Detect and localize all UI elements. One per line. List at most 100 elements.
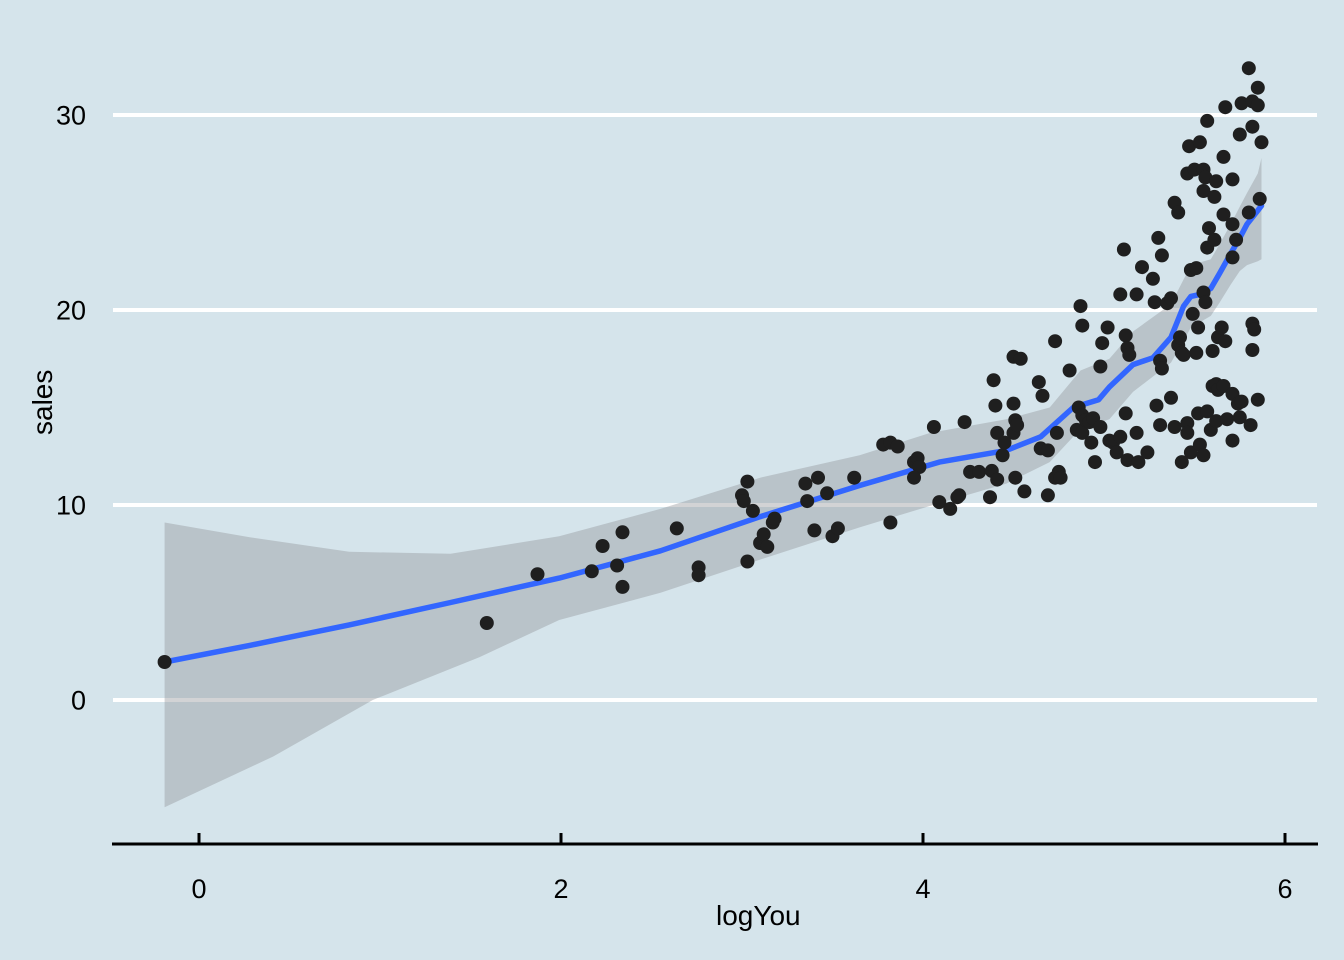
data-point <box>1191 320 1206 335</box>
data-point <box>610 558 625 573</box>
data-point <box>1113 287 1128 302</box>
data-point <box>1234 394 1249 409</box>
data-point <box>1198 295 1213 310</box>
data-point <box>1040 488 1055 503</box>
data-point <box>1167 420 1182 434</box>
data-point <box>983 490 997 505</box>
data-point <box>1225 250 1240 265</box>
y-tick-label-10: 10 <box>56 491 86 521</box>
data-point <box>1209 414 1224 429</box>
data-point <box>1164 390 1178 405</box>
data-point <box>1053 470 1068 485</box>
data-point <box>1088 455 1102 470</box>
data-point <box>1010 418 1025 433</box>
data-point <box>1135 260 1149 275</box>
data-point <box>1013 351 1028 366</box>
data-point <box>1216 379 1231 393</box>
data-point <box>530 567 545 582</box>
data-point <box>1073 299 1088 314</box>
data-point <box>1075 425 1090 440</box>
data-point <box>1131 455 1146 470</box>
data-point <box>1040 443 1055 458</box>
data-point <box>1200 113 1215 128</box>
data-point <box>1017 484 1032 499</box>
x-tick-label-2: 2 <box>553 874 568 904</box>
data-point <box>584 564 599 579</box>
data-point <box>1216 207 1231 222</box>
data-point <box>1247 322 1262 337</box>
data-point <box>1243 418 1258 433</box>
data-point <box>1218 100 1233 115</box>
data-point <box>811 470 825 485</box>
data-point <box>1229 232 1244 247</box>
data-point <box>1122 347 1137 362</box>
data-point <box>1006 396 1021 411</box>
data-point <box>1151 230 1166 245</box>
data-point <box>1075 318 1090 333</box>
data-point <box>1062 363 1077 378</box>
data-point <box>807 523 822 538</box>
data-point <box>986 373 1001 388</box>
data-point <box>1232 127 1247 142</box>
data-point <box>847 470 862 485</box>
data-point <box>1185 306 1200 321</box>
y-tick-label-30: 30 <box>56 101 86 131</box>
data-point <box>883 515 898 530</box>
data-point <box>997 435 1012 450</box>
data-point <box>1149 398 1164 413</box>
data-point <box>1220 412 1235 427</box>
data-point <box>1180 416 1195 431</box>
data-point <box>830 521 845 536</box>
data-point <box>1154 248 1169 263</box>
data-point <box>995 448 1010 463</box>
data-point <box>1180 425 1195 440</box>
data-point <box>1084 435 1099 450</box>
data-point <box>912 460 927 474</box>
data-point <box>1192 437 1207 452</box>
data-point <box>745 503 760 518</box>
data-point <box>1245 343 1260 357</box>
data-point <box>1109 445 1124 460</box>
data-point <box>1049 425 1064 440</box>
data-point <box>988 398 1003 413</box>
data-point <box>1100 320 1115 335</box>
data-point <box>756 527 771 542</box>
data-point <box>1232 410 1247 425</box>
data-point <box>1207 232 1222 247</box>
data-point <box>479 616 494 630</box>
data-point <box>1116 242 1131 257</box>
data-point <box>943 501 958 516</box>
data-point <box>926 420 941 434</box>
data-point <box>1120 453 1135 468</box>
data-point <box>1095 336 1110 351</box>
data-point <box>1216 149 1231 164</box>
data-point <box>1118 406 1133 421</box>
x-tick-label-6: 6 <box>1277 874 1292 904</box>
data-point <box>1093 420 1108 434</box>
data-point <box>1196 184 1211 198</box>
data-point <box>1214 320 1229 335</box>
data-point <box>1252 191 1267 206</box>
data-point <box>1008 470 1023 485</box>
data-point <box>957 415 972 430</box>
data-point <box>1171 205 1186 220</box>
y-tick-label-20: 20 <box>56 296 86 326</box>
data-point <box>890 439 905 454</box>
data-point <box>990 472 1005 487</box>
data-point <box>740 554 755 569</box>
data-point <box>1250 392 1265 407</box>
data-point <box>800 494 815 509</box>
data-point <box>798 476 813 491</box>
data-point <box>1225 217 1240 232</box>
data-point <box>1198 170 1213 185</box>
data-point <box>1196 448 1211 463</box>
data-point <box>669 521 684 536</box>
data-point <box>972 464 987 479</box>
confidence-ribbon <box>164 157 1262 808</box>
data-point <box>1147 295 1162 310</box>
data-point <box>1234 96 1249 111</box>
data-point <box>740 474 755 489</box>
data-point <box>1225 172 1240 187</box>
data-point <box>1176 347 1191 362</box>
